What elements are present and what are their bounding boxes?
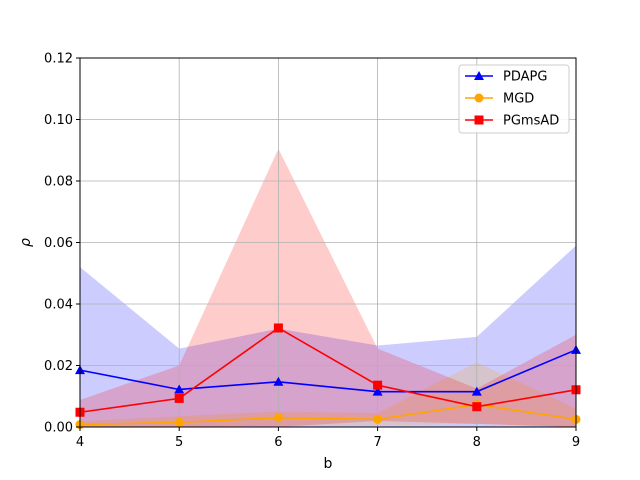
band-mgd — [80, 362, 576, 427]
legend-label: PGmsAD — [503, 114, 559, 129]
data-point — [174, 384, 185, 394]
legend-marker — [474, 115, 484, 125]
data-point — [174, 417, 184, 427]
legend-item-pgmsad: PGmsAD — [465, 114, 559, 129]
series-pdapg — [75, 344, 581, 396]
data-point — [471, 386, 482, 396]
y-tick-label: 0.06 — [44, 236, 73, 251]
legend-item-pdapg: PDAPG — [465, 70, 547, 85]
series-line — [79, 403, 577, 426]
series-line — [79, 349, 577, 393]
legend-box — [458, 64, 570, 134]
y-tick-label: 0.00 — [44, 421, 73, 436]
x-tick-label: 7 — [373, 435, 381, 450]
y-axis-ticks: 0.00 0.02 0.04 0.06 0.08 0.10 0.12 — [44, 52, 80, 436]
y-tick-label: 0.12 — [44, 52, 73, 67]
band-pgmsad — [80, 148, 576, 427]
legend-item-mgd: MGD — [465, 92, 534, 107]
x-tick-label: 8 — [473, 435, 481, 450]
data-point — [472, 402, 482, 412]
legend-label: MGD — [503, 92, 534, 107]
legend: PDAPG MGD PGmsAD — [458, 64, 570, 134]
x-tick-label: 4 — [76, 435, 84, 450]
series-line — [79, 327, 577, 414]
y-tick-label: 0.08 — [44, 175, 73, 190]
legend-label: PDAPG — [503, 70, 547, 85]
y-tick-label: 0.10 — [44, 113, 73, 128]
x-tick-label: 9 — [572, 435, 580, 450]
x-axis-label: b — [324, 456, 333, 472]
data-point — [373, 380, 383, 390]
y-axis-label: ρ — [18, 238, 34, 247]
data-point — [273, 413, 283, 423]
x-axis-ticks: 4 5 6 7 8 9 — [76, 427, 580, 450]
data-point — [174, 393, 184, 403]
data-point — [273, 323, 283, 333]
data-point — [373, 414, 383, 424]
y-tick-label: 0.04 — [44, 298, 73, 313]
x-tick-label: 6 — [274, 435, 282, 450]
x-tick-label: 5 — [175, 435, 183, 450]
data-point — [273, 376, 284, 386]
legend-marker — [474, 71, 484, 80]
legend-marker — [474, 93, 484, 103]
y-tick-label: 0.02 — [44, 359, 73, 374]
data-point — [372, 386, 383, 396]
